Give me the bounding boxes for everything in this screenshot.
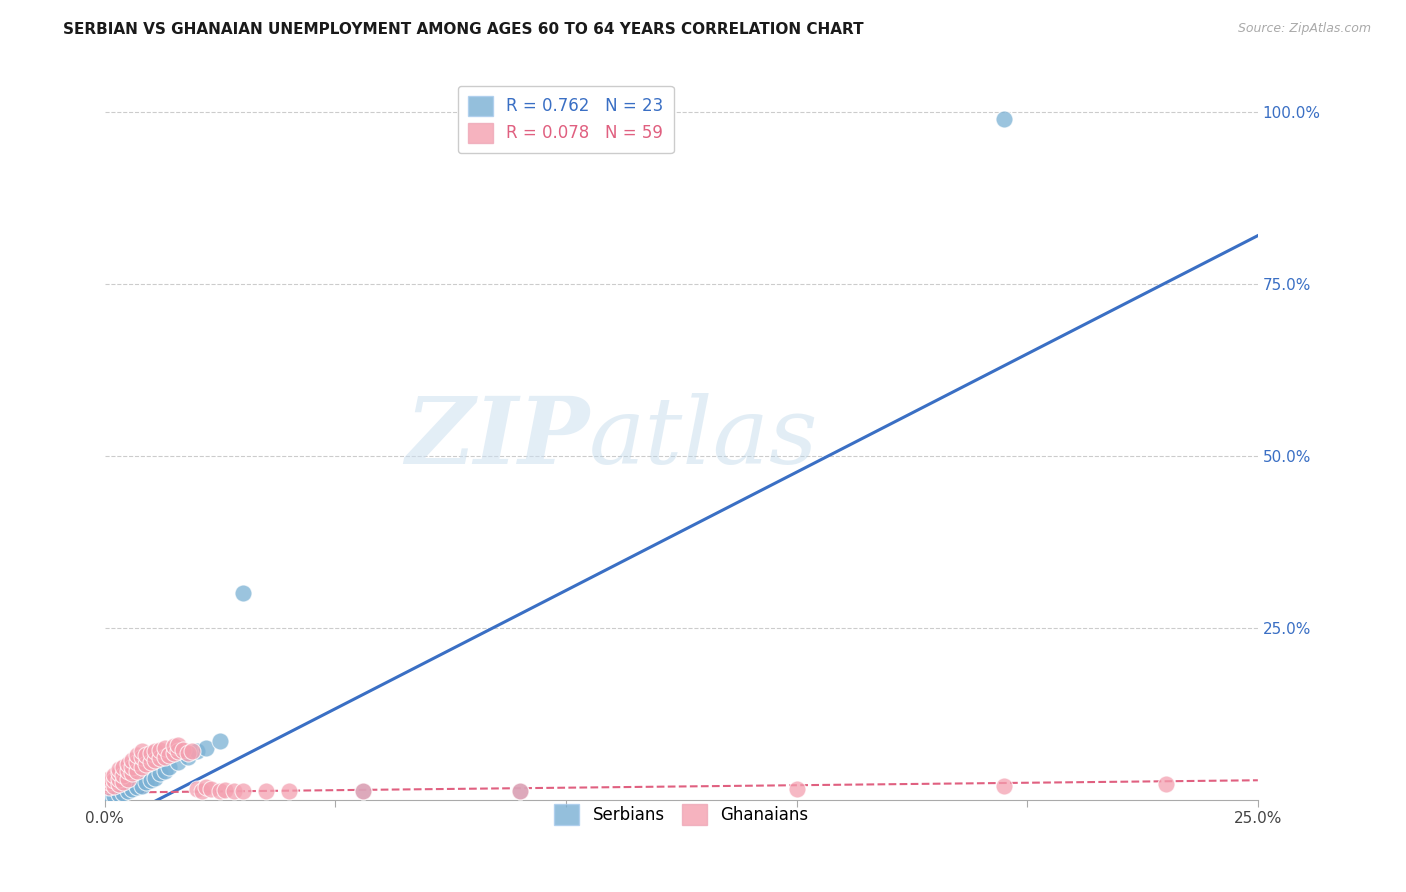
Point [177,750,200,764]
Point [107,762,129,776]
Text: atlas: atlas [589,393,818,483]
Point [139,773,162,788]
Point [98,790,121,805]
Point [786,782,808,797]
Point [145,744,167,758]
Point [125,764,148,778]
Point [1154,777,1177,791]
Point [181,744,204,758]
Point [135,775,157,789]
Point [186,744,208,758]
Point [117,772,139,786]
Point [117,764,139,778]
Point [157,747,180,762]
Point [509,783,531,797]
Point [98,775,121,789]
Point [107,777,129,791]
Point [214,783,236,797]
Point [112,775,135,789]
Point [200,782,222,797]
Point [112,759,135,773]
Point [208,783,231,797]
Point [131,759,153,773]
Point [103,773,125,788]
Text: Source: ZipAtlas.com: Source: ZipAtlas.com [1237,22,1371,36]
Point [163,739,186,753]
Point [103,779,125,793]
Point [98,772,121,786]
Point [993,112,1015,126]
Point [98,780,121,794]
Point [509,784,531,798]
Point [149,766,172,780]
Point [254,783,277,797]
Point [145,771,167,785]
Point [121,782,143,797]
Point [167,744,190,758]
Point [125,755,148,769]
Point [278,784,301,798]
Point [139,755,162,769]
Point [125,780,148,794]
Point [153,741,176,756]
Text: SERBIAN VS GHANAIAN UNEMPLOYMENT AMONG AGES 60 TO 64 YEARS CORRELATION CHART: SERBIAN VS GHANAIAN UNEMPLOYMENT AMONG A… [63,22,863,37]
Point [131,779,153,793]
Point [352,784,374,798]
Point [117,756,139,771]
Point [167,755,190,769]
Point [157,759,180,773]
Point [125,747,148,762]
Text: ZIP: ZIP [405,393,589,483]
Point [153,764,176,778]
Point [993,779,1015,793]
Point [232,784,254,798]
Point [103,789,125,803]
Point [112,768,135,782]
Point [103,768,125,782]
Point [117,784,139,798]
Point [107,787,129,801]
Point [352,784,374,798]
Point [112,786,135,800]
Point [121,759,143,773]
Point [121,766,143,780]
Point [107,766,129,780]
Point [145,753,167,767]
Point [163,746,186,760]
Point [121,753,143,767]
Point [153,750,176,764]
Point [96,777,118,791]
Point [107,772,129,786]
Point [149,751,172,765]
Point [135,756,157,771]
Point [139,746,162,760]
Point [167,738,190,752]
Point [195,741,218,756]
Point [190,784,212,798]
Point [208,734,231,748]
Point [131,750,153,764]
Point [135,747,157,762]
Point [131,744,153,758]
Legend: Serbians, Ghanaians: Serbians, Ghanaians [544,794,818,835]
Point [186,782,208,797]
Point [232,586,254,600]
Point [172,743,194,757]
Point [149,743,172,757]
Point [177,746,200,760]
Point [195,780,218,794]
Point [222,783,245,797]
